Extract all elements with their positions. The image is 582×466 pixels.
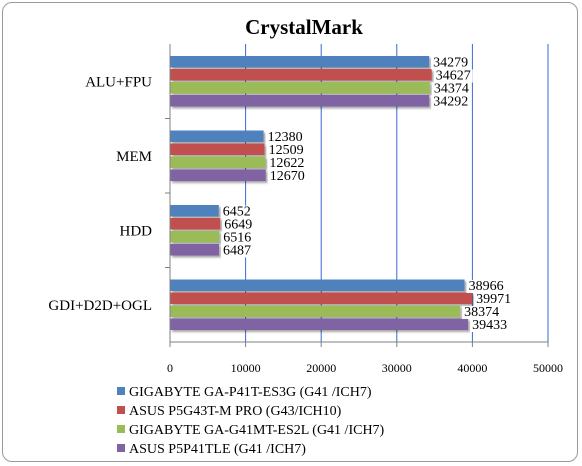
legend-swatch-series-2 xyxy=(117,406,125,414)
data-label-hdd-series-3: 6516 xyxy=(223,231,251,246)
data-label-bg-gdi-d2d-ogl-series-3 xyxy=(462,306,502,319)
data-label-bg-gdi-d2d-ogl-series-4 xyxy=(470,319,510,332)
category-label-gdi-d2d-ogl: GDI+D2D+OGL xyxy=(48,298,152,314)
grid-lines xyxy=(245,44,549,342)
data-label-bg-alu-fpu-series-3 xyxy=(431,82,471,96)
data-label-gdi-d2d-ogl-series-3: 38374 xyxy=(464,305,499,320)
data-label-mem-series-2: 12509 xyxy=(269,143,304,158)
data-label-hdd-series-1: 6452 xyxy=(223,205,251,220)
bar-gdi-d2d-ogl-series-2 xyxy=(170,292,473,304)
data-label-bg-alu-fpu-series-4 xyxy=(431,95,471,109)
bar-hdd-series-3 xyxy=(170,231,220,243)
data-label-gdi-d2d-ogl-series-2: 39971 xyxy=(476,292,511,307)
legend-label-series-2: ASUS P5G43T-M PRO (G43/ICH10) xyxy=(129,404,342,419)
bar-alu-fpu-series-4 xyxy=(170,95,430,107)
bar-mem-series-4 xyxy=(170,169,266,181)
legend-swatch-series-3 xyxy=(117,425,125,433)
bar-gdi-d2d-ogl-series-4 xyxy=(170,318,469,330)
legend-label-series-3: GIGABYTE GA-G41MT-ES2L (G41 /ICH7) xyxy=(129,423,385,438)
chart-title: CrystalMark xyxy=(245,15,363,39)
category-label-mem: MEM xyxy=(116,149,152,165)
bar-gdi-d2d-ogl-series-3 xyxy=(170,305,461,317)
bar-gdi-d2d-ogl-series-1 xyxy=(170,279,465,291)
legend-label-series-4: ASUS P5P41TLE (G41 /ICH7) xyxy=(129,442,306,457)
data-label-bg-hdd-series-4 xyxy=(221,244,254,258)
data-label-bg-mem-series-4 xyxy=(267,170,307,183)
data-label-bg-gdi-d2d-ogl-series-1 xyxy=(466,280,506,293)
data-label-alu-fpu-series-1: 34279 xyxy=(433,56,468,71)
data-label-bg-mem-series-3 xyxy=(267,157,307,170)
x-tick-label-30000: 30000 xyxy=(382,361,412,375)
x-tick-label-10000: 10000 xyxy=(231,361,261,375)
data-label-bg-hdd-series-2 xyxy=(222,218,255,232)
x-tick-label-0: 0 xyxy=(167,361,173,375)
axes: 0 10000 20000 30000 40000 50000 ALU+FPU MEM HDD G… xyxy=(48,44,563,375)
bar-alu-fpu-series-1 xyxy=(170,56,430,68)
bar-alu-fpu-series-3 xyxy=(170,82,430,94)
bar-mem-series-3 xyxy=(170,156,266,168)
bar-hdd-series-1 xyxy=(170,205,219,217)
legend-swatch-series-1 xyxy=(117,387,125,395)
data-label-hdd-series-4: 6487 xyxy=(223,244,251,259)
data-label-gdi-d2d-ogl-series-1: 38966 xyxy=(469,279,504,294)
legend-swatch-series-4 xyxy=(117,444,125,452)
x-tick-label-50000: 50000 xyxy=(533,361,563,375)
data-label-bg-mem-series-1 xyxy=(265,131,305,144)
data-label-bg-alu-fpu-series-2 xyxy=(433,69,473,83)
bar-hdd-series-2 xyxy=(170,218,221,230)
data-label-mem-series-3: 12622 xyxy=(269,156,304,171)
legend: GIGABYTE GA-P41T-ES3G (G41 /ICH7) ASUS P5… xyxy=(117,385,385,457)
data-label-alu-fpu-series-4: 34292 xyxy=(433,95,468,110)
bar-mem-series-1 xyxy=(170,130,264,142)
data-label-bg-hdd-series-1 xyxy=(220,205,253,219)
data-label-mem-series-1: 12380 xyxy=(268,130,303,145)
x-tick-label-20000: 20000 xyxy=(306,361,336,375)
bar-alu-fpu-series-2 xyxy=(170,69,432,81)
data-label-hdd-series-2: 6649 xyxy=(224,218,252,233)
data-label-alu-fpu-series-2: 34627 xyxy=(436,69,471,84)
category-label-hdd: HDD xyxy=(120,223,153,239)
data-label-alu-fpu-series-3: 34374 xyxy=(434,82,469,97)
data-label-gdi-d2d-ogl-series-4: 39433 xyxy=(472,318,507,333)
data-label-bg-mem-series-2 xyxy=(266,144,306,157)
data-label-bg-gdi-d2d-ogl-series-2 xyxy=(474,293,514,306)
data-label-bg-alu-fpu-series-1 xyxy=(431,56,471,70)
legend-label-series-1: GIGABYTE GA-P41T-ES3G (G41 /ICH7) xyxy=(129,385,372,400)
data-label-mem-series-4: 12670 xyxy=(270,169,305,184)
bar-mem-series-2 xyxy=(170,143,265,155)
x-tick-label-40000: 40000 xyxy=(457,361,487,375)
category-label-alu-fpu: ALU+FPU xyxy=(85,74,152,90)
bars xyxy=(170,56,473,330)
bar-hdd-series-4 xyxy=(170,244,220,256)
data-label-bg-hdd-series-3 xyxy=(221,231,254,245)
